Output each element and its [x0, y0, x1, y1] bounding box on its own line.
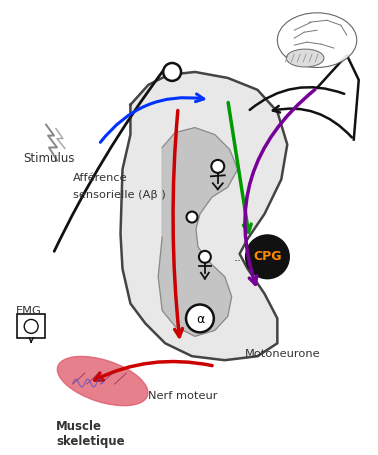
Circle shape	[211, 161, 224, 173]
Circle shape	[163, 64, 181, 82]
Text: Afférence: Afférence	[73, 173, 127, 183]
Text: skeletique: skeletique	[56, 434, 125, 447]
Text: CPG: CPG	[253, 250, 282, 263]
FancyBboxPatch shape	[17, 315, 45, 339]
Text: ...: ...	[234, 251, 246, 264]
Text: Nerf moteur: Nerf moteur	[148, 390, 218, 400]
Text: EMG: EMG	[16, 306, 42, 316]
Polygon shape	[121, 73, 287, 360]
Circle shape	[186, 212, 197, 223]
Text: α: α	[196, 312, 204, 325]
Text: sensorielle (Aβ ): sensorielle (Aβ )	[73, 190, 166, 200]
Circle shape	[24, 320, 38, 334]
Circle shape	[199, 251, 211, 263]
Ellipse shape	[277, 14, 357, 68]
Ellipse shape	[286, 50, 324, 68]
Polygon shape	[158, 128, 238, 337]
Circle shape	[246, 235, 289, 279]
Text: Stimulus: Stimulus	[23, 152, 75, 165]
Text: Motoneurone: Motoneurone	[245, 349, 320, 359]
Circle shape	[186, 305, 214, 333]
Ellipse shape	[57, 357, 148, 406]
Text: Muscle: Muscle	[56, 420, 102, 432]
